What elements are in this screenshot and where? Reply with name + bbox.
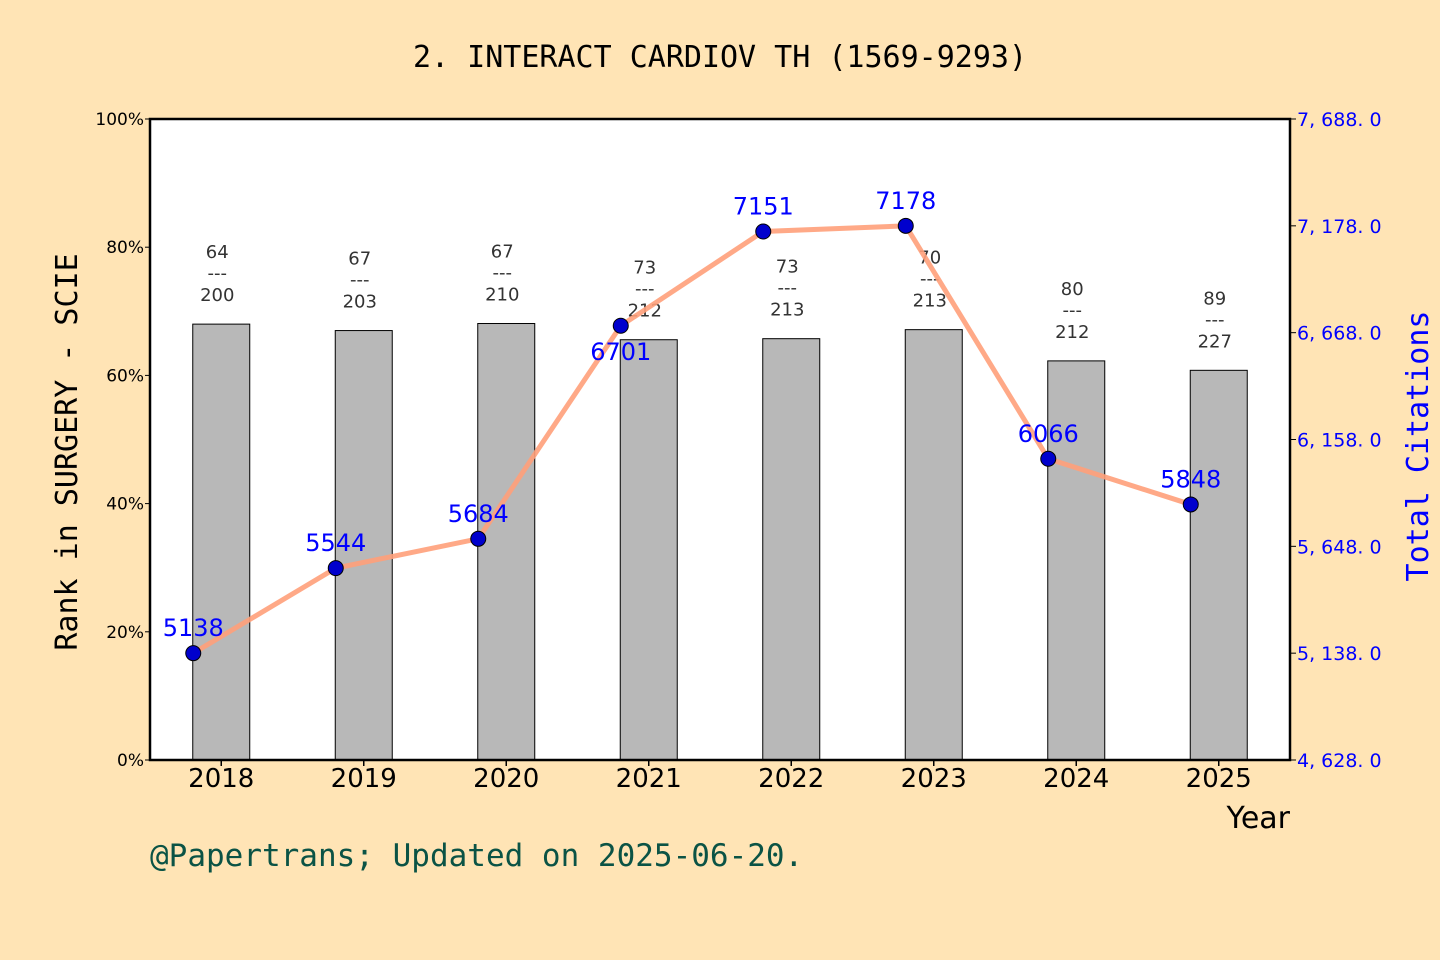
bar-separator-label: --- [493,263,513,284]
bar-separator-label: --- [778,278,798,299]
bar-rank-label: 64 [206,242,229,263]
citations-line [191,223,1192,656]
citations-value-label: 5138 [163,614,224,642]
citations-value-label: 7151 [733,192,794,220]
x-axis-label: Year [1225,801,1290,836]
y-axis-left-label: Rank in SURGERY - SCIE [50,253,85,650]
citations-point-2021 [612,317,629,334]
citations-value-label: 7178 [875,187,936,215]
bar-2019 [334,330,393,761]
citations-point-2022 [755,223,772,240]
citations-value-label: 6701 [590,338,651,366]
x-tick-label-2019: 2019 [331,764,397,794]
bar-total-label: 213 [913,291,947,312]
bar-rank-label: 89 [1203,288,1226,309]
bar-total-label: 227 [1198,331,1232,352]
bar-separator-label: --- [208,263,228,284]
x-tick-label-2021: 2021 [616,764,682,794]
bar-total-label: 200 [200,285,234,306]
bar-2022 [762,338,821,761]
citations-point-2023 [897,217,914,234]
bar-rank-label: 67 [348,249,371,270]
citations-point-2018 [185,645,202,662]
bar-separator-label: --- [635,279,655,300]
bar-total-label: 203 [343,292,377,313]
bar-rank-label: 73 [776,257,799,278]
bar-2025 [1189,369,1248,761]
y-left-tick-label: 60% [106,366,144,386]
bar-2021 [619,339,678,761]
bar-total-label: 213 [770,300,804,321]
bar-rank-label: 67 [491,242,514,263]
y-right-tick-label: 6, 158. 0 [1297,430,1382,452]
bar-rank-label: 73 [633,258,656,279]
citations-point-2025 [1182,496,1199,513]
y-right-tick-label: 7, 688. 0 [1297,109,1382,131]
citations-value-label: 5848 [1160,465,1221,493]
citations-value-label: 6066 [1018,420,1079,448]
citations-point-2024 [1040,450,1057,467]
y-left-tick-label: 100% [95,110,144,130]
y-right-tick-label: 4, 628. 0 [1297,750,1382,772]
x-tick-label-2018: 2018 [188,764,254,794]
x-tick-label-2022: 2022 [758,764,824,794]
y-right-tick-label: 6, 668. 0 [1297,323,1382,345]
plot-area [150,119,1290,760]
bar-separator-label: --- [1205,309,1225,330]
bar-total-label: 210 [485,285,519,306]
y-left-tick-label: 80% [106,238,144,258]
y-right-tick-label: 5, 138. 0 [1297,643,1382,665]
citations-point-2019 [327,560,344,577]
y-right-tick-label: 7, 178. 0 [1297,216,1382,238]
y-left-tick-label: 20% [106,623,144,643]
chart-title: 2. INTERACT CARDIOV TH (1569-9293) [413,40,1027,75]
bar-2018 [192,323,251,761]
footer-credit: @Papertrans; Updated on 2025-06-20. [150,838,803,874]
bar-rank-label: 80 [1061,279,1084,300]
bar-separator-label: --- [350,270,370,291]
bar-separator-label: --- [1063,300,1083,321]
y-right-tick-label: 5, 648. 0 [1297,536,1382,558]
bar-2020 [477,323,536,761]
bar-2023 [904,329,963,761]
x-tick-label-2023: 2023 [901,764,967,794]
y-axis-right-label: Total Citations [1401,311,1436,582]
citations-point-2020 [470,530,487,547]
bar-total-label: 212 [1055,322,1089,343]
y-left-tick-label: 40% [106,495,144,515]
x-tick-label-2020: 2020 [473,764,539,794]
y-left-tick-label: 0% [117,751,144,771]
citations-value-label: 5684 [448,500,509,528]
citations-value-label: 5544 [305,529,366,557]
x-tick-label-2025: 2025 [1186,764,1252,794]
x-tick-label-2024: 2024 [1043,764,1109,794]
